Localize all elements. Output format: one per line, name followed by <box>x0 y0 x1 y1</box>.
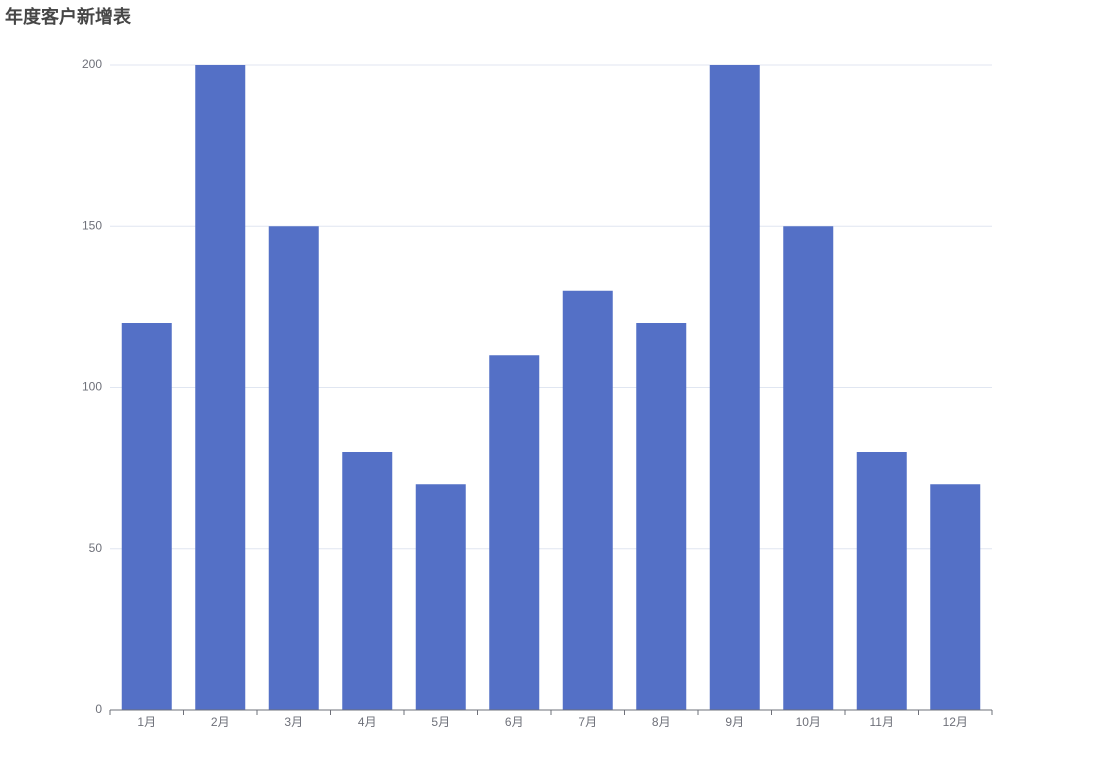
bar <box>489 355 540 710</box>
x-tick-label: 12月 <box>943 715 968 729</box>
x-tick-label: 3月 <box>284 715 303 729</box>
bar <box>562 290 613 710</box>
x-tick-label: 10月 <box>796 715 821 729</box>
bar <box>856 452 907 710</box>
bar <box>783 226 834 710</box>
bar <box>195 65 246 710</box>
bar <box>636 323 687 710</box>
bar <box>121 323 172 710</box>
x-tick-label: 4月 <box>358 715 377 729</box>
x-tick-label: 9月 <box>725 715 744 729</box>
bar <box>709 65 760 710</box>
x-tick-label: 1月 <box>137 715 156 729</box>
bar <box>930 484 981 710</box>
x-tick-label: 5月 <box>431 715 450 729</box>
x-tick-label: 6月 <box>505 715 524 729</box>
y-tick-label: 150 <box>82 218 102 232</box>
bar <box>268 226 319 710</box>
x-tick-label: 2月 <box>211 715 230 729</box>
x-tick-label: 8月 <box>652 715 671 729</box>
y-tick-label: 50 <box>89 541 103 555</box>
bar <box>415 484 466 710</box>
x-tick-label: 11月 <box>870 715 894 729</box>
bar <box>342 452 393 710</box>
x-tick-label: 7月 <box>578 715 597 729</box>
chart-title: 年度客户新增表 <box>5 6 132 27</box>
y-tick-label: 100 <box>82 380 102 394</box>
y-tick-label: 0 <box>95 702 102 716</box>
y-tick-label: 200 <box>82 57 102 71</box>
